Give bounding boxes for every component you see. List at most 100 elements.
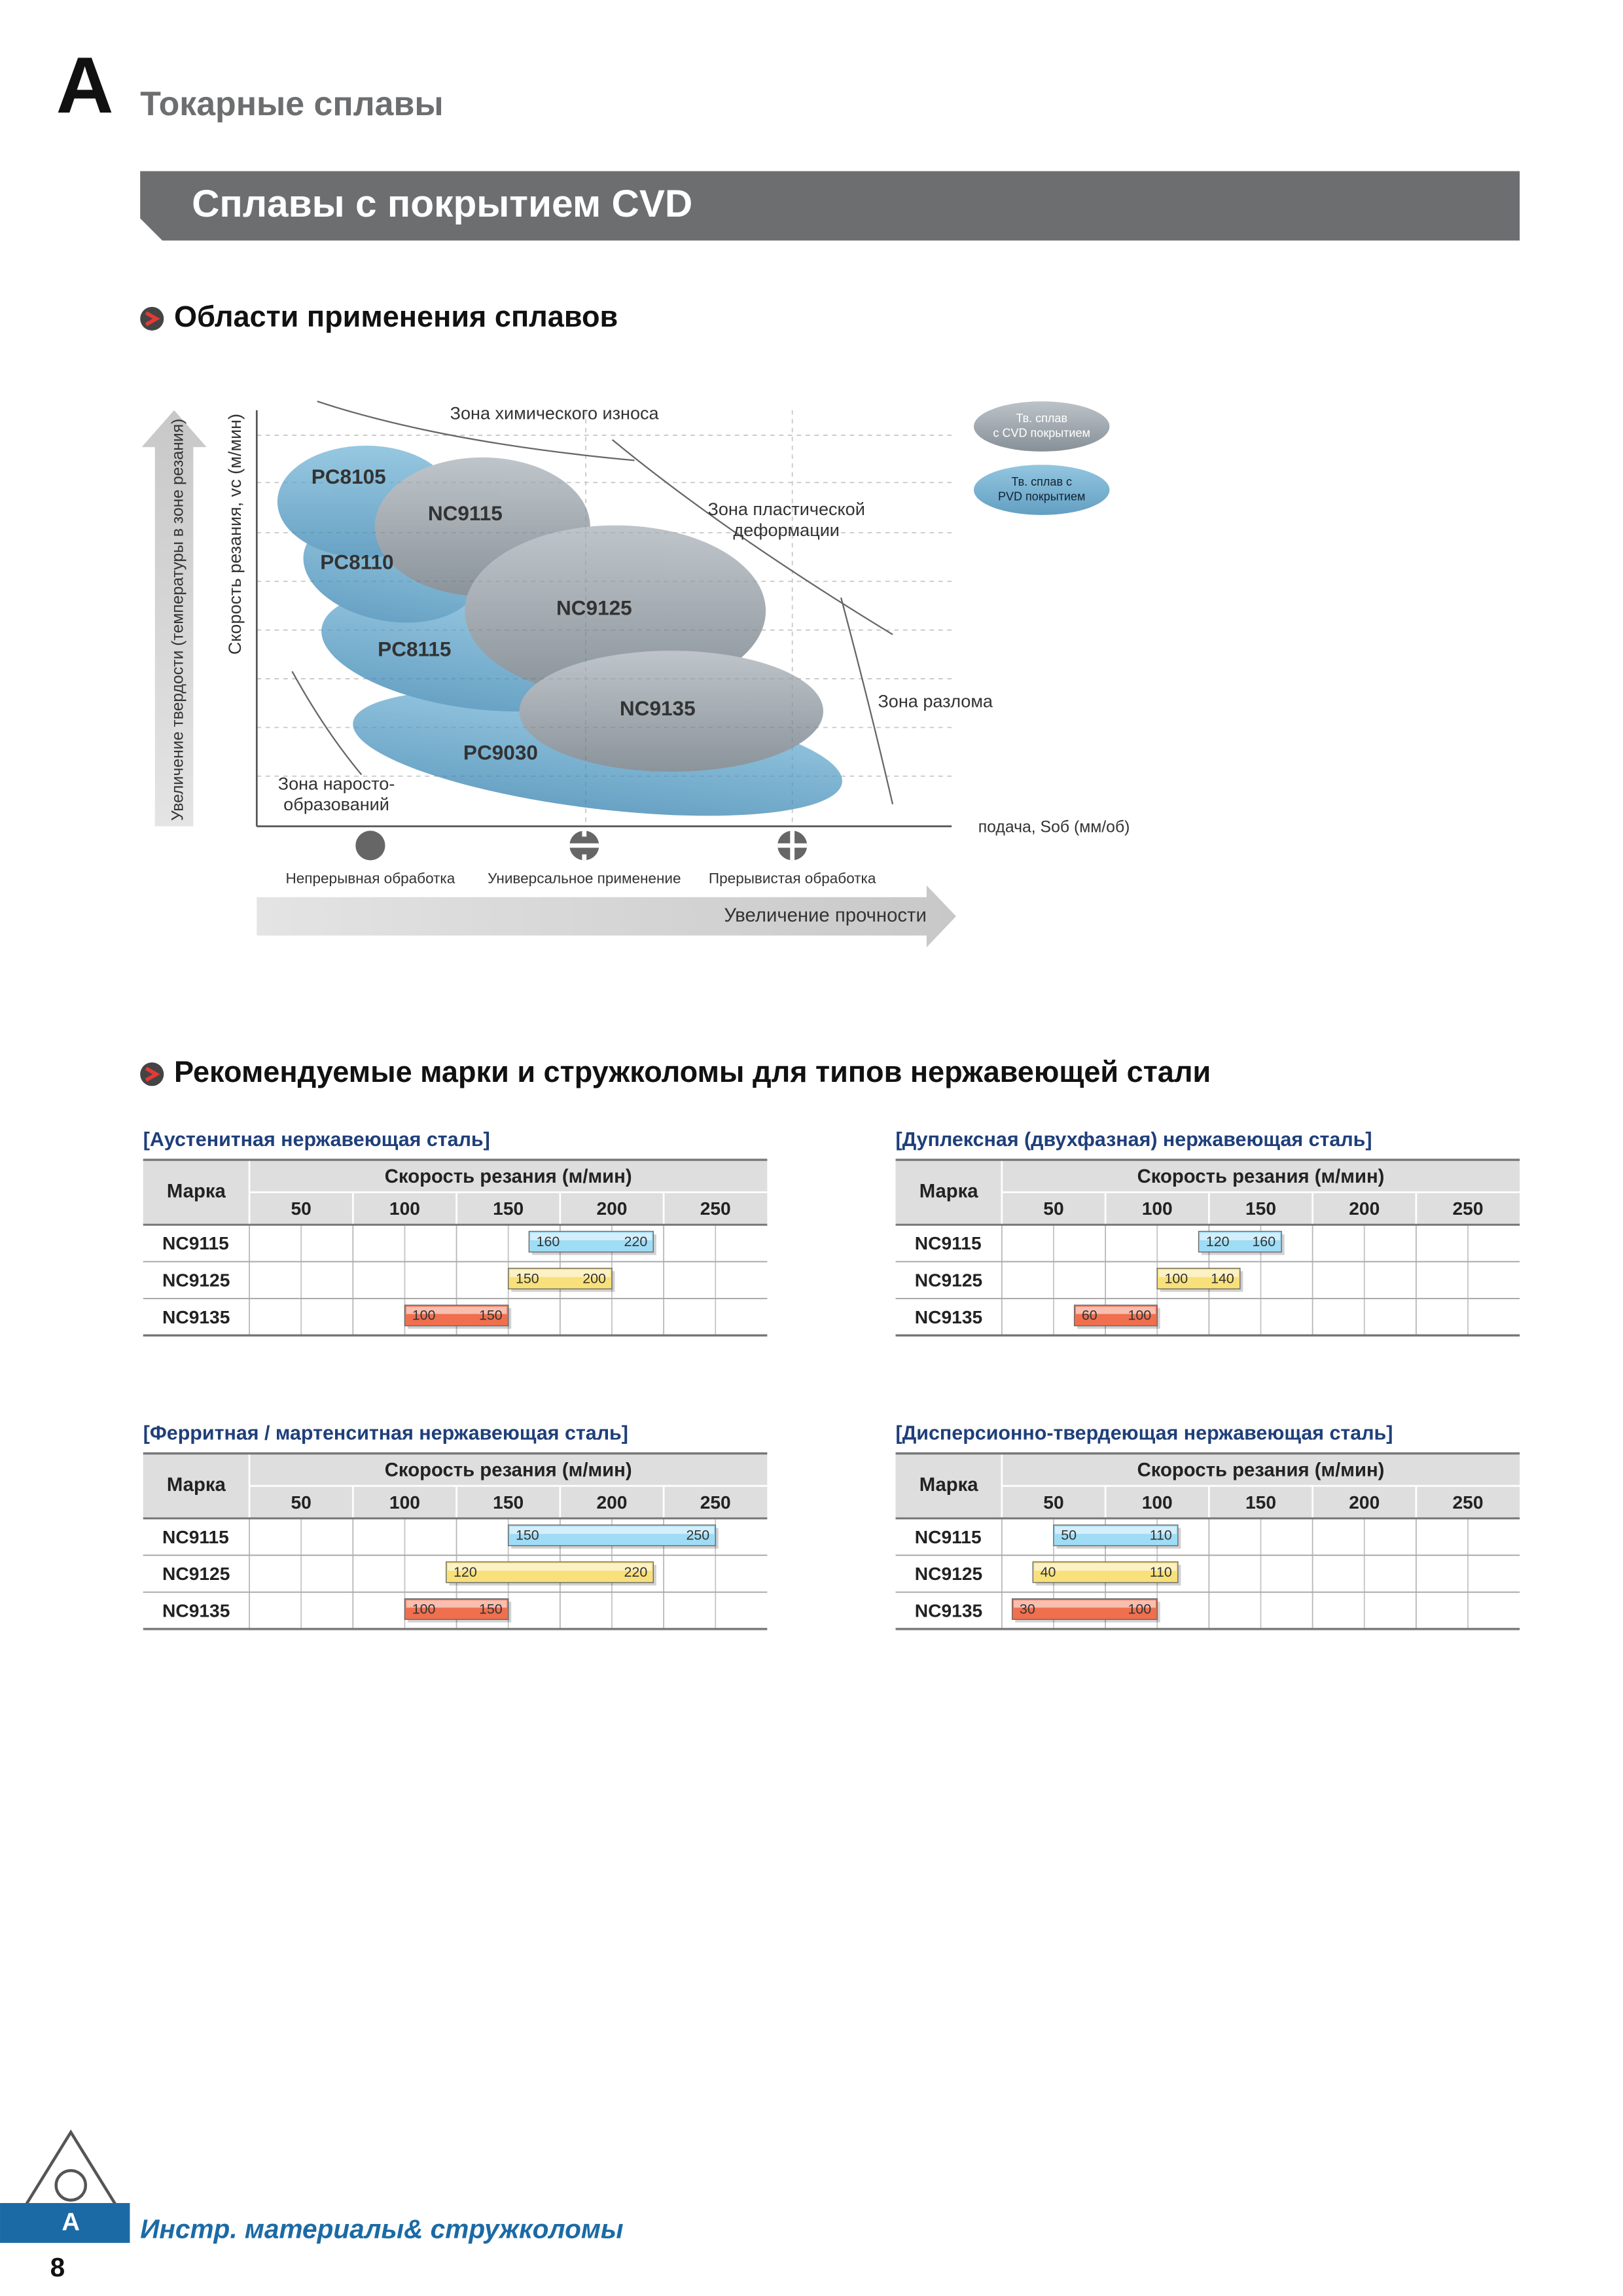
mode-label: Прерывистая обработка [709,870,876,887]
bullet [140,1062,164,1086]
bar-highlight [447,1563,652,1571]
grade-label: NC9135 [915,1306,982,1327]
range-label: 60 [1082,1308,1097,1323]
bar-highlight [406,1600,507,1608]
range-label: 30 [1020,1601,1035,1617]
y-outer-label: Увеличение твердости (температуры в зоне… [169,419,187,821]
range-label: 100 [1165,1270,1188,1286]
banner [140,171,1520,241]
area-nc9135 [519,651,824,772]
grade-label: NC9125 [915,1563,982,1584]
bar-highlight [1013,1600,1156,1608]
column-label: 100 [1142,1492,1173,1513]
column-label: 200 [1349,1198,1380,1219]
grade-label: NC9135 [915,1600,982,1621]
range-label: 150 [479,1308,503,1323]
grade-label: NC9115 [428,501,503,525]
zone-label: Зона пластической [708,499,865,519]
column-label: 200 [596,1198,627,1219]
section-title: Рекомендуемые марки и стружколомы для ти… [174,1055,1211,1088]
footer-tab [0,2202,130,2243]
x-label: подача, Sоб (мм/об) [978,818,1130,836]
grade-label: NC9115 [162,1526,229,1547]
grade-header: Марка [919,1180,979,1202]
grade-label: NC9115 [915,1232,982,1253]
range-label: 120 [1206,1234,1230,1249]
zone-line [611,439,893,636]
zone-line [317,401,635,461]
grade-label: PC8115 [378,637,451,661]
column-label: 100 [389,1492,420,1513]
bar-highlight [530,1232,652,1240]
column-label: 250 [1453,1198,1484,1219]
column-label: 50 [1043,1492,1063,1513]
column-label: 250 [1453,1492,1484,1513]
x-arrow [257,885,956,948]
range-label: 140 [1211,1270,1234,1286]
mode-icon-cut [777,831,808,861]
legend-pvd [973,465,1110,515]
speed-header: Скорость резания (м/мин) [385,1459,632,1480]
column-label: 150 [1245,1198,1276,1219]
zone-label: Зона химического износа [450,404,660,423]
range-label: 40 [1041,1564,1056,1580]
zone-label: Зона разлома [878,691,993,711]
bullet-arrow [145,311,160,327]
zone-line [840,597,894,804]
bullet-arrow [145,1066,160,1082]
mode-label: Универсальное применение [488,870,681,887]
grade-header: Марка [167,1180,226,1202]
column-label: 50 [1043,1198,1063,1219]
range-label: 220 [624,1234,648,1249]
bar-highlight [1075,1306,1156,1314]
range-label: 100 [1128,1308,1151,1323]
range-label: 250 [686,1528,709,1543]
page-number: 8 [50,2252,65,2282]
y-arrow [141,410,207,827]
column-label: 250 [700,1198,731,1219]
grade-label: NC9115 [162,1232,229,1253]
range-label: 160 [1252,1234,1275,1249]
legend-label: PVD покрытием [998,490,1085,503]
grade-label: NC9135 [162,1600,230,1621]
legend-cvd [973,401,1110,452]
grade-label: PC8110 [320,550,393,574]
logo [54,2169,88,2202]
table-title: [Аустенитная нержавеющая сталь] [143,1128,490,1151]
grade-areas [277,445,842,816]
legend-label: Тв. сплав с [1011,475,1072,488]
column-label: 250 [700,1492,731,1513]
zone-label: деформации [733,520,840,540]
table-title: [Дисперсионно-твердеющая нержавеющая ста… [896,1422,1393,1444]
bar-highlight [1158,1269,1239,1278]
tables: [Аустенитная нержавеющая сталь] Марка Скор… [143,1128,1520,1630]
column-label: 200 [1349,1492,1380,1513]
speed-header: Скорость резания (м/мин) [1137,1459,1385,1480]
range-label: 150 [516,1528,539,1543]
range-label: 110 [1150,1528,1172,1543]
zone-line [291,671,363,776]
mode-label: Непрерывная обработка [285,870,455,887]
column-label: 150 [493,1198,524,1219]
table-title: [Дуплексная (двухфазная) нержавеющая ста… [896,1128,1372,1151]
range-label: 200 [582,1270,606,1286]
bar-highlight [1034,1563,1177,1571]
range-label: 100 [412,1601,436,1617]
column-label: 150 [1245,1492,1276,1513]
column-label: 100 [1142,1198,1173,1219]
range-label: 110 [1150,1564,1172,1580]
section-title: Области применения сплавов [174,300,618,333]
legend-label: Тв. сплав [1016,412,1067,425]
column-label: 50 [291,1198,311,1219]
x-arrow-label: Увеличение прочности [724,905,927,926]
grade-label: NC9125 [162,1269,230,1290]
column-label: 150 [493,1492,524,1513]
range-label: 100 [412,1308,436,1323]
mode-icon [355,831,385,861]
range-label: 50 [1061,1528,1077,1543]
grade-header: Марка [919,1474,979,1496]
bar-highlight [406,1306,507,1314]
range-label: 220 [624,1564,648,1580]
